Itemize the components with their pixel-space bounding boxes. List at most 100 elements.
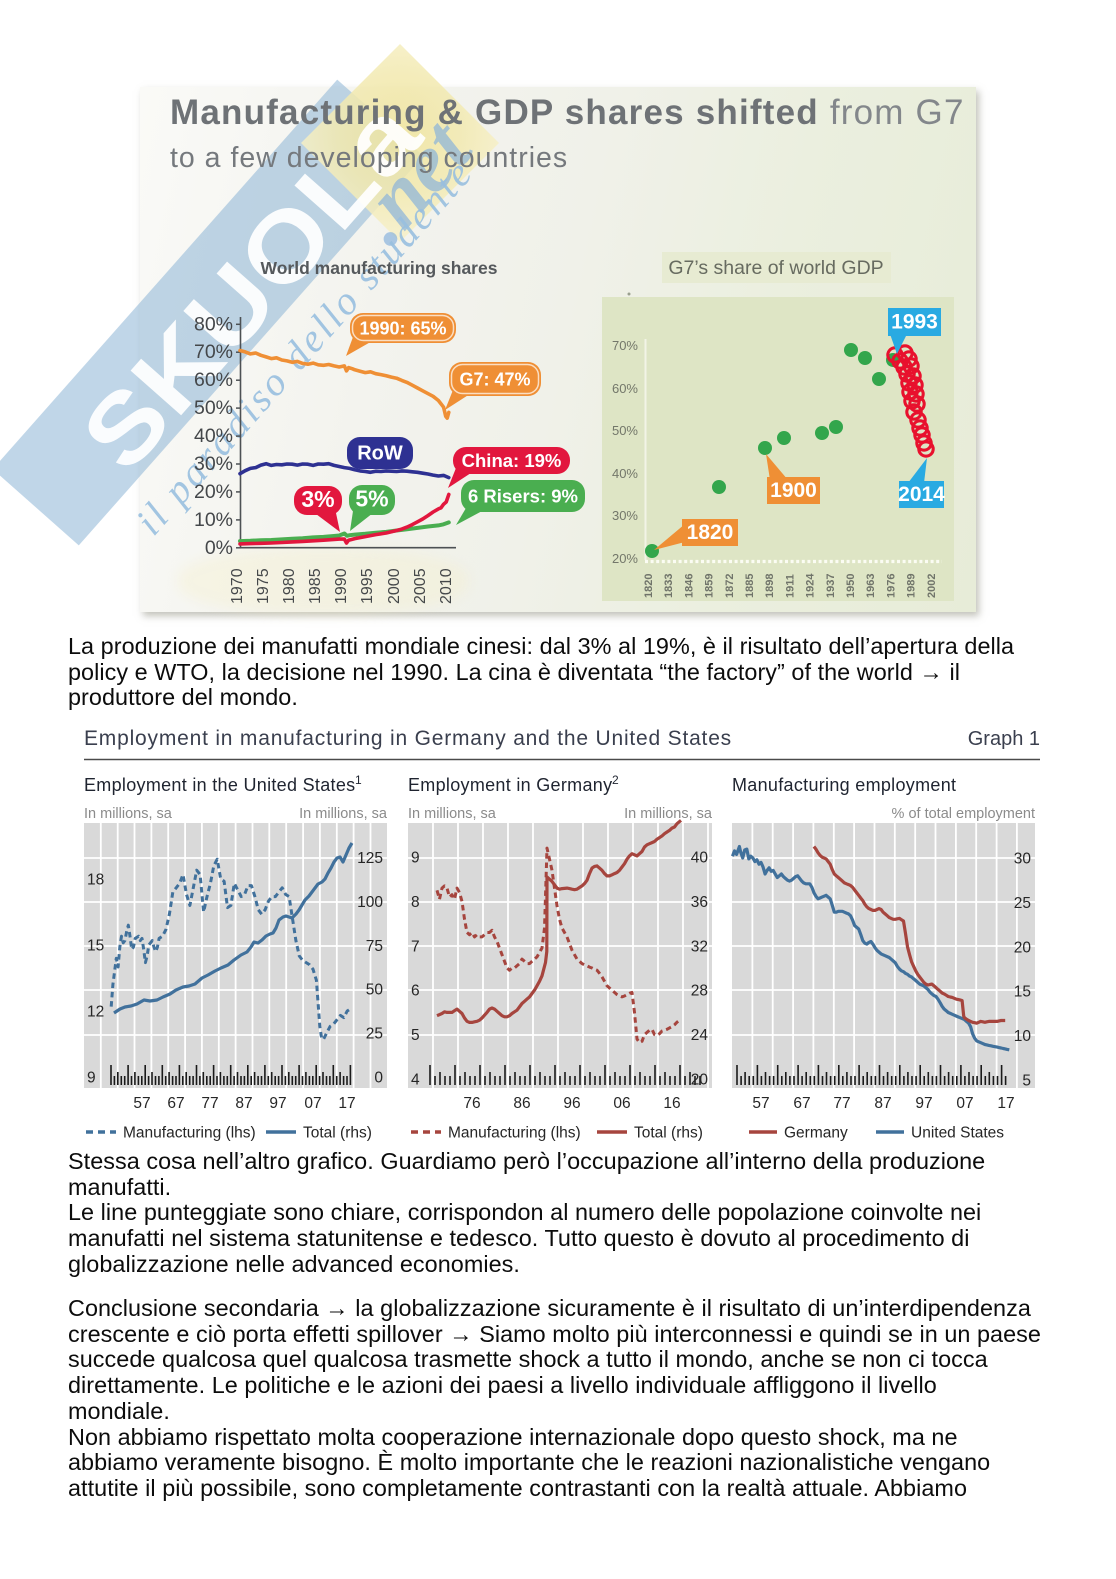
svg-text:1820: 1820 (687, 521, 734, 544)
svg-text:25: 25 (1014, 895, 1031, 912)
svg-text:87: 87 (874, 1095, 891, 1112)
svg-text:World manufacturing shares: World manufacturing shares (261, 258, 498, 278)
svg-text:30%: 30% (612, 508, 638, 523)
svg-text:86: 86 (513, 1095, 530, 1112)
svg-text:1970: 1970 (229, 568, 246, 604)
svg-text:% of total employment: % of total employment (892, 806, 1035, 822)
svg-text:1898: 1898 (764, 574, 776, 598)
svg-text:1820: 1820 (643, 574, 655, 598)
svg-text:2002: 2002 (926, 574, 938, 598)
svg-text:1911: 1911 (784, 574, 796, 598)
svg-text:18: 18 (87, 872, 104, 889)
svg-text:07: 07 (956, 1095, 973, 1112)
svg-text:30: 30 (1014, 851, 1032, 868)
svg-text:9: 9 (87, 1070, 96, 1087)
svg-text:50%: 50% (612, 423, 638, 438)
svg-text:2014: 2014 (898, 483, 945, 506)
svg-text:87: 87 (235, 1095, 252, 1112)
svg-text:100: 100 (357, 894, 383, 911)
svg-text:1900: 1900 (770, 479, 817, 502)
svg-text:24: 24 (691, 1027, 709, 1044)
svg-text:17: 17 (997, 1095, 1014, 1112)
svg-text:1872: 1872 (724, 574, 736, 598)
svg-text:2000: 2000 (386, 568, 403, 604)
svg-text:20%: 20% (612, 551, 638, 566)
svg-text:15: 15 (1014, 984, 1031, 1001)
svg-text:5: 5 (1022, 1073, 1031, 1090)
svg-text:1: 1 (355, 773, 362, 787)
svg-text:125: 125 (357, 850, 383, 867)
svg-text:China: 19%: China: 19% (462, 450, 562, 471)
svg-text:40: 40 (691, 850, 709, 867)
svg-text:1950: 1950 (845, 574, 857, 598)
svg-text:2005: 2005 (412, 568, 429, 604)
svg-text:17: 17 (338, 1095, 355, 1112)
svg-text:67: 67 (167, 1095, 184, 1112)
svg-text:40%: 40% (194, 425, 233, 447)
svg-text:In millions, sa: In millions, sa (408, 806, 497, 822)
svg-text:75: 75 (366, 938, 383, 955)
svg-text:76: 76 (463, 1095, 480, 1112)
svg-text:1990: 65%: 1990: 65% (359, 319, 446, 339)
svg-text:32: 32 (691, 938, 708, 955)
svg-text:G7’s share of world GDP: G7’s share of world GDP (668, 257, 883, 279)
svg-text:06: 06 (613, 1095, 630, 1112)
svg-text:77: 77 (833, 1095, 850, 1112)
svg-text:70%: 70% (612, 338, 638, 353)
svg-text:1975: 1975 (255, 568, 272, 604)
svg-text:10%: 10% (194, 509, 233, 531)
svg-text:50: 50 (366, 982, 384, 999)
svg-text:4: 4 (411, 1072, 420, 1089)
svg-text:1985: 1985 (307, 568, 324, 604)
svg-text:0: 0 (374, 1070, 383, 1087)
svg-text:Employment in the United State: Employment in the United States (84, 775, 355, 795)
svg-text:10: 10 (1014, 1028, 1032, 1045)
svg-text:RoW: RoW (357, 443, 403, 465)
svg-text:9: 9 (411, 850, 420, 867)
svg-text:16: 16 (663, 1095, 680, 1112)
svg-text:1885: 1885 (744, 574, 756, 598)
svg-text:United States: United States (911, 1125, 1004, 1142)
svg-text:Germany: Germany (784, 1125, 848, 1142)
svg-text:0%: 0% (205, 537, 233, 559)
svg-text:1989: 1989 (906, 574, 918, 598)
svg-text:1846: 1846 (683, 574, 695, 598)
svg-text:20%: 20% (194, 481, 233, 503)
svg-text:12: 12 (87, 1004, 104, 1021)
svg-text:36: 36 (691, 894, 708, 911)
svg-text:50%: 50% (194, 397, 233, 419)
svg-text:07: 07 (304, 1095, 321, 1112)
svg-text:1990: 1990 (333, 568, 350, 604)
svg-text:5: 5 (411, 1027, 420, 1044)
svg-text:1976: 1976 (885, 574, 897, 598)
svg-text:1980: 1980 (281, 568, 298, 604)
svg-text:57: 57 (133, 1095, 150, 1112)
svg-text:8: 8 (411, 894, 420, 911)
svg-text:97: 97 (269, 1095, 286, 1112)
svg-text:5%: 5% (355, 486, 388, 512)
svg-text:Graph 1: Graph 1 (968, 728, 1040, 750)
svg-text:1963: 1963 (865, 574, 877, 598)
svg-text:2: 2 (612, 773, 619, 787)
svg-text:1924: 1924 (805, 573, 817, 598)
svg-text:28: 28 (691, 983, 708, 1000)
svg-text:60%: 60% (194, 369, 233, 391)
svg-text:Manufacturing employment: Manufacturing employment (732, 775, 956, 795)
svg-text:1937: 1937 (825, 574, 837, 598)
svg-text:60%: 60% (612, 381, 638, 396)
svg-text:1833: 1833 (663, 574, 675, 598)
svg-text:1995: 1995 (359, 568, 376, 604)
svg-text:7: 7 (411, 938, 420, 955)
svg-text:67: 67 (793, 1095, 810, 1112)
svg-text:Total (rhs): Total (rhs) (303, 1125, 372, 1142)
svg-text:In millions, sa: In millions, sa (84, 806, 173, 822)
svg-text:15: 15 (87, 938, 104, 955)
svg-text:25: 25 (366, 1026, 383, 1043)
svg-text:Manufacturing (lhs): Manufacturing (lhs) (123, 1125, 256, 1142)
svg-text:In millions, sa: In millions, sa (299, 806, 388, 822)
svg-text:57: 57 (752, 1095, 769, 1112)
svg-text:6 Risers: 9%: 6 Risers: 9% (468, 486, 578, 507)
svg-text:20: 20 (1014, 939, 1032, 956)
svg-text:Manufacturing (lhs): Manufacturing (lhs) (448, 1125, 581, 1142)
svg-text:G7: 47%: G7: 47% (459, 370, 530, 390)
